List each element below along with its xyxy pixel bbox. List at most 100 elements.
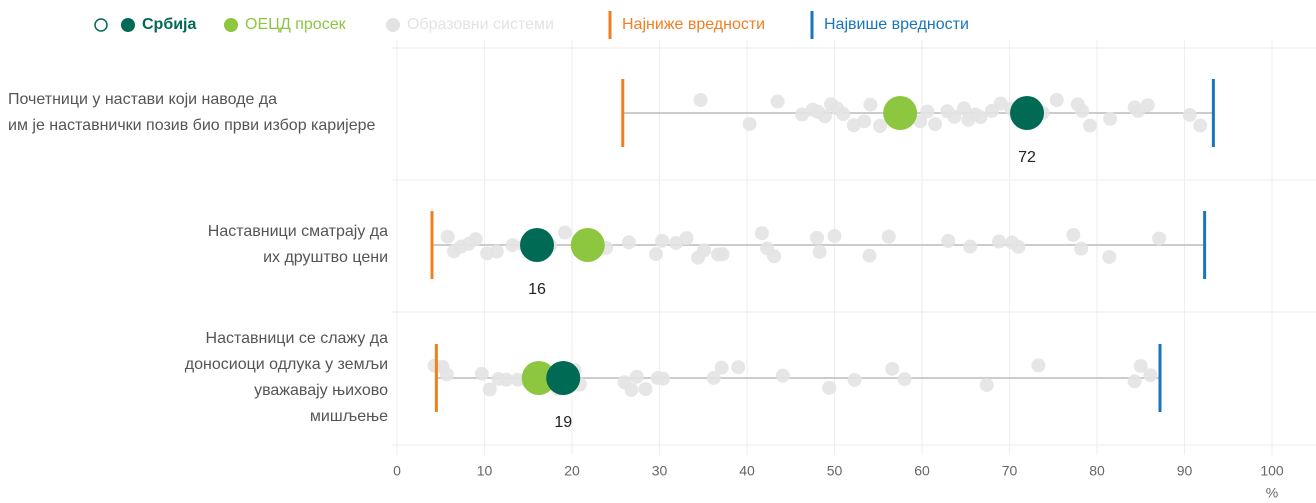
system-dot [649,247,663,262]
oecd-dot [570,228,605,262]
x-tick-label: 80 [1089,463,1105,479]
system-dot [993,96,1008,111]
legend-label: Највише вредности [824,16,969,33]
system-dot [1074,241,1089,256]
system-dot [440,229,455,244]
system-dot [881,229,896,244]
system-dot [1066,227,1081,242]
category-label: уважавају њихово [254,382,388,399]
x-tick-label: 0 [393,463,401,479]
system-dot [913,114,928,129]
system-dot [863,97,878,112]
serbia-dot [1010,96,1044,130]
system-dot [770,94,785,109]
data-label: 16 [528,281,546,298]
system-dot [468,232,483,247]
system-dot [714,360,729,375]
system-dot [973,110,988,125]
system-dot [1103,111,1118,126]
system-dot [812,244,827,259]
category-label: доносиоци одлука у земљи [185,356,388,373]
system-dot [1011,239,1026,254]
system-dot [897,372,912,387]
system-dot [742,116,757,131]
system-dot [992,234,1006,249]
legend-marker [608,11,612,39]
x-tick-label: 30 [652,463,668,479]
system-dot [489,244,504,259]
system-dot [715,247,730,262]
system-dot [638,382,653,397]
system-dot [655,233,670,248]
x-tick-label: 60 [914,463,930,479]
system-dot [1143,368,1158,383]
max-marker [1203,211,1207,279]
category-label: Почетници у настави који наводе да [8,91,277,108]
system-dot [1140,98,1155,113]
legend-marker [121,18,135,32]
oecd-dot [521,361,556,395]
max-marker [1211,79,1215,147]
system-dot [857,114,872,129]
system-dot [1127,374,1142,389]
system-dot [885,361,900,376]
system-dot [795,107,810,122]
x-tick-label: 100 [1260,463,1284,479]
category-label: мишљење [310,408,388,425]
system-dot [957,101,971,116]
system-dot [817,109,832,124]
system-dot [963,239,978,254]
system-dot [1102,249,1117,264]
system-dot [505,238,520,253]
legend-marker [224,18,238,32]
system-dot [862,248,877,263]
min-marker [430,211,434,279]
min-marker [434,344,438,412]
system-dot [928,117,943,132]
x-tick-label: 50 [827,463,843,479]
legend-label: Најниже вредности [622,16,765,33]
system-dot [775,368,790,383]
system-dot [754,226,769,241]
system-dot [947,109,962,124]
min-marker [621,79,625,147]
system-dot [920,104,935,119]
x-axis-label: % [1266,485,1278,501]
system-dot [1193,118,1208,133]
system-dot [558,225,572,240]
system-dot [941,233,956,248]
x-tick-label: 20 [564,463,580,479]
system-dot [656,371,670,386]
system-dot [1083,118,1097,133]
legend-label: Образовни системи [407,16,554,33]
system-dot [846,118,861,133]
system-dot [767,249,782,264]
system-dot [629,369,644,384]
system-dot [1152,231,1167,246]
system-dot [822,380,837,395]
oecd-dot [883,96,918,130]
system-dot [499,372,514,387]
system-dot [679,231,694,246]
system-dot [836,107,851,122]
legend-marker [386,18,400,32]
x-tick-label: 70 [1002,463,1018,479]
system-dot [669,235,684,250]
system-dot [731,360,746,375]
legend-label: Србија [142,16,196,33]
system-dot [847,372,862,387]
system-dot [827,229,842,244]
legend-marker-hollow [94,18,108,32]
system-dot [873,118,887,133]
system-dot [1182,107,1197,122]
system-dot [624,382,639,397]
system-dot [1049,93,1064,108]
x-tick-label: 10 [477,463,493,479]
serbia-dot [520,228,554,262]
system-dot [1075,103,1090,118]
x-tick-label: 90 [1177,463,1193,479]
system-dot [697,243,712,258]
data-label: 72 [1018,149,1036,166]
system-dot [706,370,721,385]
